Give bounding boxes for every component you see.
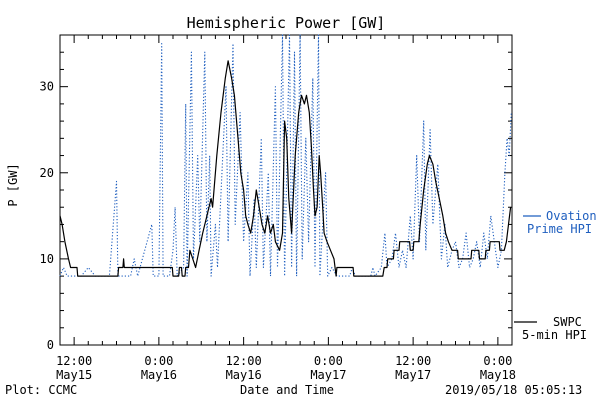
legend-swpc-line2: 5-min HPI [522, 328, 587, 342]
plot-frame [59, 34, 513, 346]
legend-ovation-line1: Ovation [546, 209, 597, 223]
plot-credit: Plot: CCMC [5, 383, 77, 397]
x-tick-label-date: May17 [310, 368, 346, 382]
x-tick-label-time: 12:00 [56, 354, 92, 368]
chart-title: Hemispheric Power [GW] [187, 14, 386, 32]
x-tick-label-date: May16 [226, 368, 262, 382]
series-swpc-line [59, 60, 512, 277]
legend: Ovation Prime HPI SWPC 5-min HPI [514, 209, 597, 342]
x-tick-label-date: May16 [141, 368, 177, 382]
x-tick-label-date: May17 [395, 368, 431, 382]
y-tick-label: 0 [47, 338, 54, 352]
x-axis-label: Date and Time [240, 383, 334, 397]
legend-ovation-line2: Prime HPI [527, 222, 592, 236]
plot-area: 010203012:00May150:00May1612:00May160:00… [40, 34, 516, 382]
x-tick-label-time: 0:00 [483, 354, 512, 368]
y-tick-label: 10 [40, 252, 54, 266]
y-tick-label: 20 [40, 166, 54, 180]
x-tick-label-time: 0:00 [144, 354, 173, 368]
series-ovation-line [59, 34, 512, 277]
y-axis-label: P [GW] [6, 163, 20, 206]
x-tick-label-date: May18 [480, 368, 516, 382]
y-tick-label: 30 [40, 80, 54, 94]
timestamp: 2019/05/18 05:05:13 [445, 383, 582, 397]
x-tick-label-time: 12:00 [395, 354, 431, 368]
x-tick-label-time: 12:00 [226, 354, 262, 368]
legend-swpc-line1: SWPC [553, 315, 582, 329]
x-tick-label-time: 0:00 [314, 354, 343, 368]
x-tick-label-date: May15 [56, 368, 92, 382]
